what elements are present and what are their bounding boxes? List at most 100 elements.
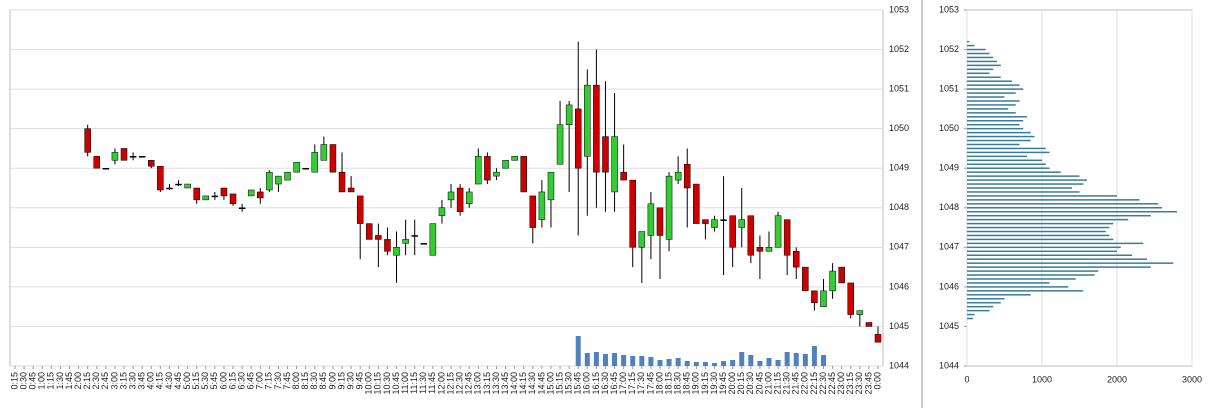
- candle-body: [93, 156, 101, 169]
- candle-body: [247, 189, 255, 197]
- x-tick-label: 4:45: [173, 372, 183, 390]
- candle-body: [356, 195, 364, 224]
- candle-body: [502, 160, 509, 169]
- volume-bar: [575, 336, 581, 366]
- candle-body: [129, 156, 137, 158]
- candle-body: [811, 290, 818, 303]
- profile-bar: [967, 147, 1046, 150]
- volume-bar: [802, 354, 808, 366]
- x-tick-label: 3:15: [118, 372, 128, 390]
- volume-bar: [639, 356, 645, 366]
- x-tick-label: 5:15: [191, 372, 201, 390]
- profile-bar: [967, 207, 1162, 209]
- candle-body: [220, 187, 228, 197]
- x-tick-label: 22:00: [800, 372, 810, 395]
- y-tick-label: 1049: [889, 163, 909, 173]
- x-tick-label: 16:45: [609, 372, 619, 395]
- y-tick-label: 1048: [939, 202, 959, 212]
- x-tick-label: 3:30: [127, 372, 137, 390]
- candle-body: [238, 207, 246, 210]
- profile-bar: [967, 286, 1069, 288]
- y-tick-label: 1046: [939, 281, 959, 291]
- candle-body: [475, 156, 482, 185]
- candle-body: [257, 191, 264, 199]
- x-tick-label: 0: [964, 374, 969, 384]
- profile-bar: [967, 64, 1001, 67]
- x-tick-label: 10:30: [382, 372, 392, 395]
- x-tick-label: 6:00: [218, 372, 228, 390]
- volume-bar: [721, 361, 727, 366]
- x-tick-label: 1000: [1032, 374, 1052, 384]
- candle-body: [366, 223, 373, 240]
- volume-bar: [730, 360, 736, 366]
- x-tick-label: 11:15: [409, 372, 419, 394]
- x-tick-label: 19:15: [700, 372, 710, 395]
- profile-bar: [967, 199, 1140, 201]
- x-tick-label: 1:15: [46, 372, 56, 390]
- candle-body: [665, 175, 673, 240]
- profile-bar: [967, 159, 1042, 162]
- x-tick-label: 18:30: [673, 372, 683, 395]
- candle-body: [720, 219, 727, 221]
- candle-body: [266, 171, 273, 191]
- plot-area: [9, 9, 884, 367]
- x-tick-label: 17:15: [627, 372, 637, 395]
- y-tick-label: 1044: [889, 360, 909, 370]
- candle-body: [629, 179, 636, 248]
- x-tick-label: 7:00: [255, 372, 265, 390]
- candle-body: [402, 239, 409, 244]
- volume-bar: [748, 355, 754, 366]
- volume-bar: [666, 359, 672, 366]
- x-tick-label: 18:45: [682, 372, 692, 395]
- x-tick-label: 19:00: [691, 372, 701, 395]
- candle-body: [193, 187, 200, 201]
- x-tick-label: 9:45: [355, 372, 365, 390]
- candle-body: [202, 195, 210, 201]
- candle-body: [874, 334, 882, 343]
- profile-bar: [967, 218, 1129, 221]
- x-tick-label: 2:30: [91, 372, 101, 390]
- x-tick-label: 1:30: [55, 372, 65, 390]
- profile-bar: [967, 214, 1151, 217]
- candle-body: [447, 191, 455, 201]
- x-tick-label: 21:15: [772, 372, 782, 395]
- x-tick-label: 12:00: [436, 372, 446, 395]
- profile-bar: [967, 155, 1027, 158]
- candle-body: [538, 191, 546, 220]
- candle-body: [311, 152, 319, 173]
- profile-bar: [967, 195, 1117, 197]
- y-tick-label: 1050: [889, 123, 909, 133]
- profile-bar: [967, 100, 1020, 102]
- candle-body: [556, 124, 564, 165]
- candle-body: [520, 156, 527, 193]
- profile-bar: [967, 294, 1031, 296]
- candle-body: [211, 195, 219, 198]
- x-tick-label: 3000: [1182, 374, 1202, 384]
- y-tick-label: 1045: [889, 321, 909, 331]
- profile-bar: [967, 222, 1114, 225]
- candle-body: [593, 84, 600, 173]
- x-tick-label: 6:15: [227, 372, 237, 390]
- profile-bar: [967, 187, 1072, 189]
- x-tick-label: 23:30: [854, 372, 864, 395]
- candle-body: [856, 310, 864, 315]
- x-tick-label: 13:45: [500, 372, 510, 395]
- y-tick-label: 1047: [939, 242, 959, 252]
- profile-bar: [967, 92, 1016, 94]
- volume-bar: [684, 361, 690, 366]
- profile-bar: [967, 266, 1151, 268]
- x-tick-label: 3:45: [137, 372, 147, 390]
- candle-body: [429, 223, 437, 256]
- x-tick-label: 16:15: [591, 372, 601, 395]
- profile-bar: [967, 76, 1001, 78]
- profile-bar: [967, 301, 1001, 304]
- candle-body: [293, 162, 300, 173]
- candle-body: [829, 270, 836, 292]
- profile-bar: [967, 68, 994, 71]
- x-tick-label: 2000: [1107, 374, 1127, 384]
- profile-bar: [967, 230, 1106, 233]
- profile-bar: [967, 262, 1174, 264]
- volume-bar: [775, 360, 781, 366]
- x-tick-label: 16:00: [582, 372, 592, 395]
- x-tick-label: 14:30: [527, 372, 537, 395]
